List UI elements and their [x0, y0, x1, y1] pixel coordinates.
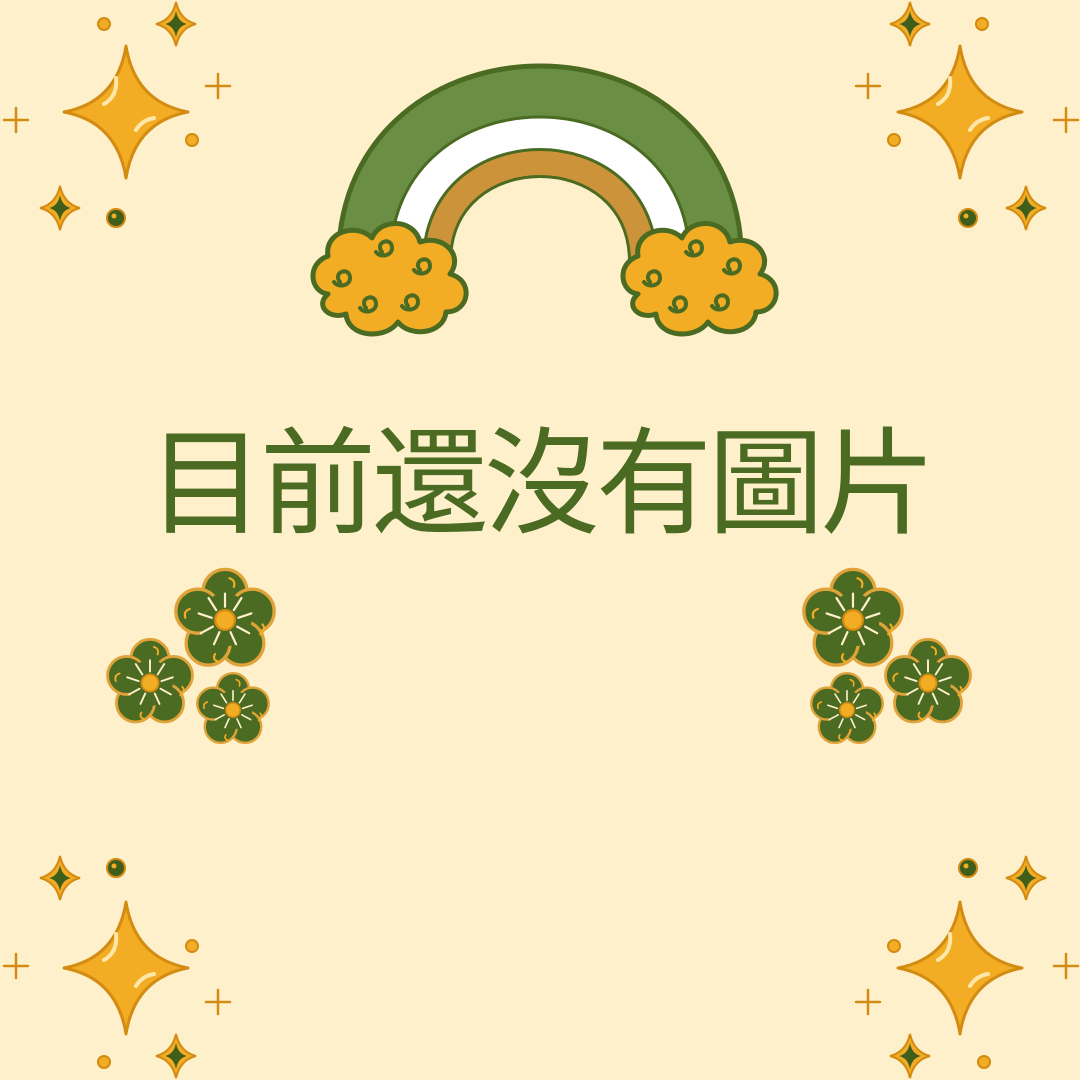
dot-icon	[958, 208, 978, 228]
empty-state-message: 目前還沒有圖片	[148, 417, 936, 552]
dot-icon	[185, 133, 199, 147]
dot-icon	[887, 939, 901, 953]
dot-icon	[97, 17, 111, 31]
dot-icon	[975, 17, 989, 31]
dot-icon	[958, 858, 978, 878]
dot-icon	[977, 1055, 991, 1069]
dot-icon	[97, 1055, 111, 1069]
dot-icon	[106, 208, 126, 228]
dot-icon	[185, 939, 199, 953]
rainbow-icon	[313, 63, 776, 334]
dot-icon	[887, 133, 901, 147]
dot-icon	[106, 858, 126, 878]
